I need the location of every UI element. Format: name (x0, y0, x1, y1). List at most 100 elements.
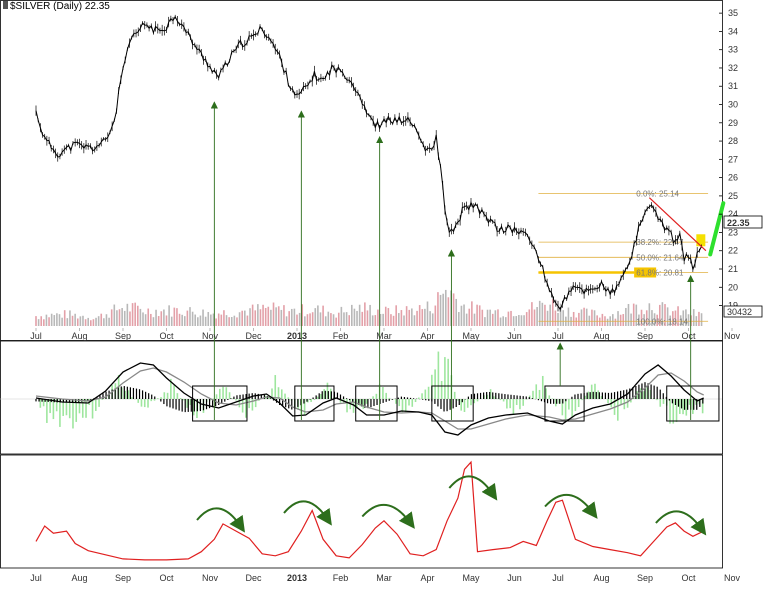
volume-oscillator-bar (160, 397, 162, 399)
volume-oscillator-bar (558, 399, 560, 404)
ppo-histogram-bar (525, 396, 527, 399)
ppo-histogram-bar (169, 399, 171, 408)
volume-oscillator-bar (192, 399, 195, 416)
volume-bar (186, 310, 189, 326)
volume-oscillator-bar (453, 391, 456, 399)
ppo-histogram-bar (516, 395, 518, 399)
volume-bar (549, 304, 551, 326)
volume-bar (337, 312, 340, 326)
x-tick-label-top: Sep (637, 331, 653, 341)
volume-bar (692, 309, 695, 326)
volume-bar (400, 310, 403, 326)
volume-bar (108, 317, 110, 326)
volume-oscillator-bar (418, 397, 420, 399)
x-tick-label-top: Jul (552, 331, 564, 341)
x-tick-label-bottom: Sep (637, 573, 653, 583)
volume-bar (588, 315, 591, 326)
volume-bar (155, 309, 157, 326)
ppo-histogram-bar (245, 394, 247, 399)
ppo-histogram-bar (117, 387, 119, 399)
volume-bar (178, 313, 181, 326)
x-tick-label-bottom: Jul (552, 573, 564, 583)
volume-oscillator-bar (594, 383, 596, 399)
volume-oscillator-bar (463, 399, 466, 412)
volume-oscillator-bar (551, 398, 554, 399)
volume-oscillator-bar (46, 399, 48, 423)
volume-bar (246, 315, 249, 326)
x-tick-label-bottom: Sep (115, 573, 131, 583)
volume-bar (332, 314, 335, 326)
ppo-histogram-bar (440, 399, 442, 409)
volume-bar (559, 303, 562, 326)
ppo-histogram-bar (208, 399, 211, 409)
ppo-histogram-bar (656, 386, 658, 399)
volume-bar (510, 310, 512, 326)
volume-bar (640, 309, 643, 326)
ppo-histogram-bar (132, 387, 135, 399)
ppo-histogram-bar (187, 399, 189, 412)
volume-oscillator-bar (643, 391, 645, 399)
volume-oscillator-bar (68, 399, 71, 419)
volume-bar (515, 316, 518, 326)
ppo-histogram-bar (193, 399, 195, 412)
volume-oscillator-bar (568, 399, 570, 410)
y-tick-label: 21 (728, 264, 738, 274)
volume-oscillator-bar (59, 399, 61, 427)
ppo-histogram-bar (632, 387, 634, 399)
volume-oscillator-bar (143, 399, 146, 408)
y-tick-label: 32 (728, 63, 738, 73)
title-icon (3, 1, 8, 9)
volume-oscillator-bar (385, 392, 387, 399)
ppo-histogram-bar (425, 399, 427, 401)
volume-oscillator-bar (78, 399, 81, 414)
ppo-histogram-bar (629, 388, 631, 399)
volume-bar (197, 317, 199, 326)
ppo-histogram-bar (342, 396, 345, 399)
ppo-histogram-bar (303, 399, 305, 404)
volume-bar (356, 310, 358, 326)
annotation-arrows (196, 101, 707, 536)
volume-bar (486, 309, 489, 326)
volume-bar (170, 316, 173, 326)
volume-oscillator-bar (489, 389, 492, 399)
volume-bar (536, 307, 538, 326)
ppo-histogram-bar (178, 399, 180, 411)
volume-bar (280, 309, 283, 326)
volume-bar (661, 302, 664, 326)
volume-bar (283, 305, 285, 326)
volume-oscillator-bar (137, 399, 140, 403)
ppo-histogram-bar (455, 399, 457, 407)
volume-bar (622, 314, 625, 326)
volume-bar (71, 315, 74, 326)
volume-bar (531, 302, 533, 326)
current-price-marker (696, 234, 706, 247)
volume-bar (452, 293, 455, 326)
volume-bar (110, 309, 113, 326)
ppo-histogram-bar (339, 394, 342, 399)
volume-oscillator-bar (571, 399, 573, 418)
ppo-histogram-bar (687, 399, 689, 410)
y-tick-label: 19 (728, 301, 738, 311)
volume-bar (191, 311, 194, 326)
volume-bar (507, 311, 510, 326)
fib-level-label: 61.8%: 20.81 (636, 268, 684, 277)
volume-oscillator-bar (639, 388, 642, 399)
ppo-histogram-bar (470, 394, 473, 399)
volume-bar (541, 302, 544, 326)
volume-oscillator-bar (437, 351, 440, 399)
volume-oscillator-bar (659, 399, 662, 407)
ppo-histogram-bar (367, 399, 369, 409)
ppo-histogram-bar (510, 394, 512, 399)
volume-bar (183, 316, 186, 326)
volume-oscillator-bar (313, 399, 316, 401)
volume-oscillator-bar (473, 399, 476, 404)
ppo-histogram-bar (428, 399, 430, 401)
ppo-histogram-bar (160, 399, 162, 402)
volume-bar (181, 314, 183, 326)
volume-bar (685, 309, 687, 326)
x-tick-label-bottom: Dec (245, 573, 262, 583)
volume-oscillator-bar (248, 399, 250, 409)
ppo-histogram-bar (215, 399, 217, 407)
volume-bar (645, 310, 648, 326)
x-tick-label-top: Dec (245, 331, 262, 341)
